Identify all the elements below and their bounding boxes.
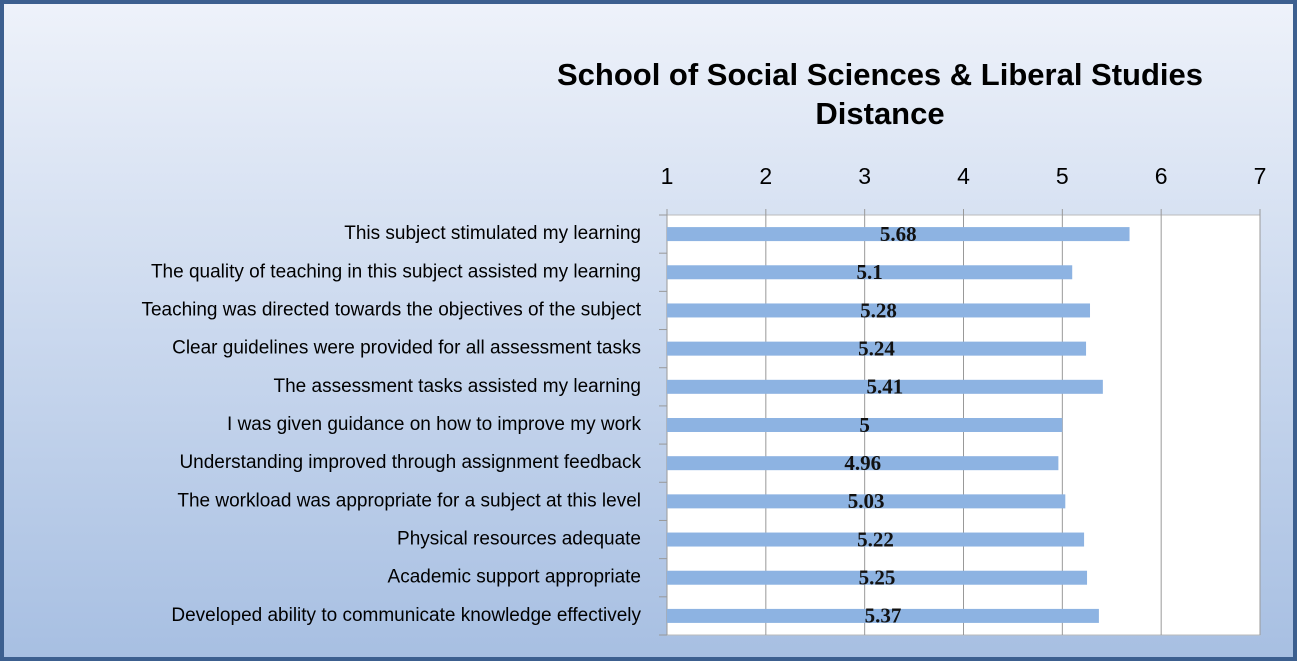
y-tick-label: Clear guidelines were provided for all a…: [172, 338, 641, 359]
bar: [667, 303, 1091, 318]
data-label: 5.37: [865, 604, 902, 628]
data-label: 5.28: [860, 298, 897, 322]
bar: [667, 227, 1130, 242]
x-tick-label: 1: [661, 163, 674, 189]
bar: [667, 418, 1063, 432]
y-tick-label: I was given guidance on how to improve m…: [227, 414, 641, 435]
y-tick-label: This subject stimulated my learning: [344, 223, 641, 244]
y-tick-label: Physical resources adequate: [397, 529, 641, 550]
y-tick-label: The assessment tasks assisted my learnin…: [274, 376, 642, 397]
data-label: 5.22: [857, 527, 894, 551]
y-tick-label: The workload was appropriate for a subje…: [177, 490, 641, 511]
y-tick-label: Teaching was directed towards the object…: [141, 299, 641, 320]
data-label: 5.41: [867, 375, 904, 399]
bar: [667, 608, 1099, 623]
data-label: 5.25: [859, 566, 896, 590]
bar: [667, 379, 1103, 394]
x-tick-label: 6: [1155, 163, 1168, 189]
y-tick-label: Developed ability to communicate knowled…: [171, 605, 641, 626]
data-label: 4.96: [844, 451, 881, 475]
bar: [667, 494, 1066, 509]
x-tick-label: 3: [858, 163, 871, 189]
x-tick-label: 5: [1056, 163, 1069, 189]
bar: [667, 341, 1087, 356]
bar: [667, 456, 1059, 471]
chart-title: School of Social Sciences & Liberal Stud…: [557, 57, 1203, 92]
bar: [667, 532, 1085, 547]
bar: [667, 265, 1073, 280]
data-label: 5.24: [858, 336, 895, 360]
chart-subtitle: Distance: [815, 96, 944, 131]
data-label: 5.03: [848, 489, 885, 513]
y-tick-label: Academic support appropriate: [388, 567, 641, 588]
bar: [667, 570, 1088, 585]
data-label: 5.1: [856, 260, 882, 284]
x-tick-label: 7: [1254, 163, 1267, 189]
x-tick-label: 2: [759, 163, 772, 189]
y-tick-label: The quality of teaching in this subject …: [151, 261, 641, 282]
y-tick-label: Understanding improved through assignmen…: [179, 452, 641, 473]
data-label: 5.68: [880, 222, 917, 246]
x-tick-label: 4: [957, 163, 970, 189]
data-label: 5: [859, 413, 870, 437]
